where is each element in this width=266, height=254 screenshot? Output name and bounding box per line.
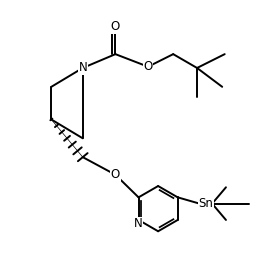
Text: N: N: [134, 217, 142, 230]
Text: O: O: [111, 168, 120, 181]
Text: O: O: [111, 20, 120, 33]
Text: Sn: Sn: [198, 197, 213, 210]
Text: O: O: [143, 60, 153, 73]
Text: N: N: [78, 61, 87, 74]
